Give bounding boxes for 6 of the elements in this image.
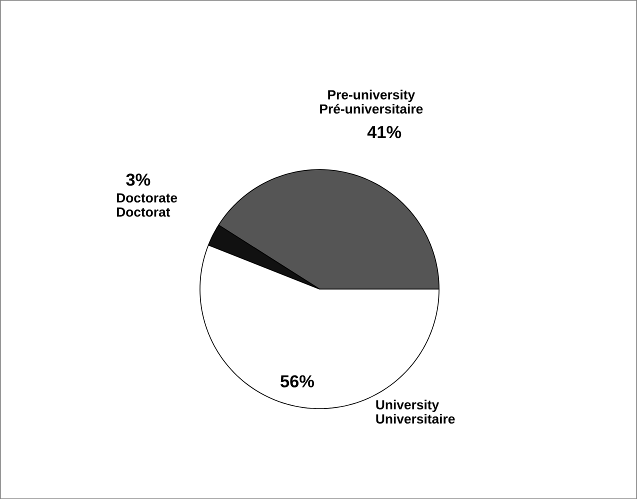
slice-label: University Universitaire [376,400,455,424]
data-label: 56% [280,375,314,388]
slice-label: Pre-university Pré-universitaire [320,90,423,114]
data-label: 41% [367,126,402,138]
data-label: 3% [126,173,150,186]
slice-label: Doctorate Doctorat [116,193,178,217]
